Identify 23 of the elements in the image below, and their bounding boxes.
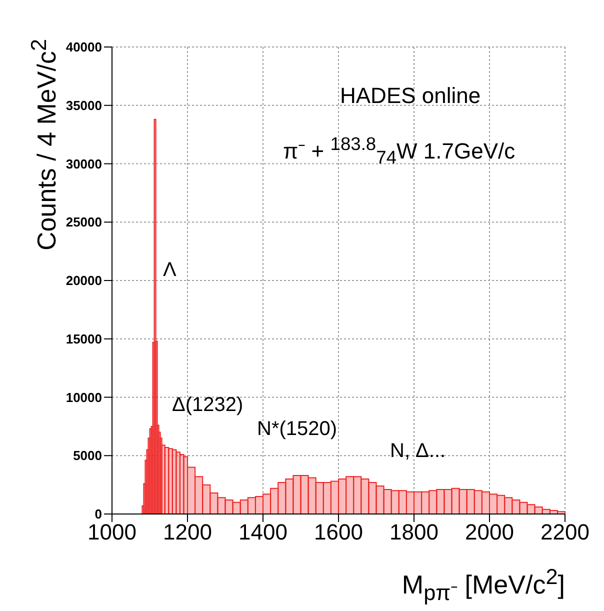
annotation: Λ bbox=[163, 258, 176, 282]
annotation: N*(1520) bbox=[257, 417, 338, 441]
y-tick-label: 10000 bbox=[66, 390, 102, 405]
y-tick-label: 20000 bbox=[66, 273, 102, 288]
y-tick-label: 15000 bbox=[66, 331, 102, 346]
y-tick-label: 30000 bbox=[66, 156, 102, 172]
x-tick-label: 1000 bbox=[88, 520, 136, 545]
x-tick-label: 2200 bbox=[540, 520, 590, 545]
annotation: Δ(1232) bbox=[172, 393, 244, 417]
y-tick-label: 35000 bbox=[66, 98, 102, 113]
x-tick-label: 1600 bbox=[314, 520, 363, 545]
annotation: N, Δ... bbox=[390, 439, 446, 463]
y-tick-label: 25000 bbox=[66, 214, 102, 230]
x-axis-title: M$_{pπ⁻}$ [MeV/c$^{2}$] bbox=[402, 564, 565, 606]
x-tick-label: 1200 bbox=[163, 520, 212, 545]
annotation: π⁻ + $^{183.8}$$_{74}$W 1.7GeV/c bbox=[283, 133, 516, 169]
y-tick-label: 0 bbox=[94, 506, 102, 522]
y-tick-label: 40000 bbox=[66, 40, 102, 55]
x-tick-label: 1400 bbox=[238, 520, 288, 545]
y-tick-label: 5000 bbox=[73, 448, 102, 464]
x-tick-label: 2000 bbox=[465, 520, 514, 545]
x-tick-label: 1800 bbox=[390, 520, 438, 545]
annotation: HADES online bbox=[340, 83, 481, 110]
